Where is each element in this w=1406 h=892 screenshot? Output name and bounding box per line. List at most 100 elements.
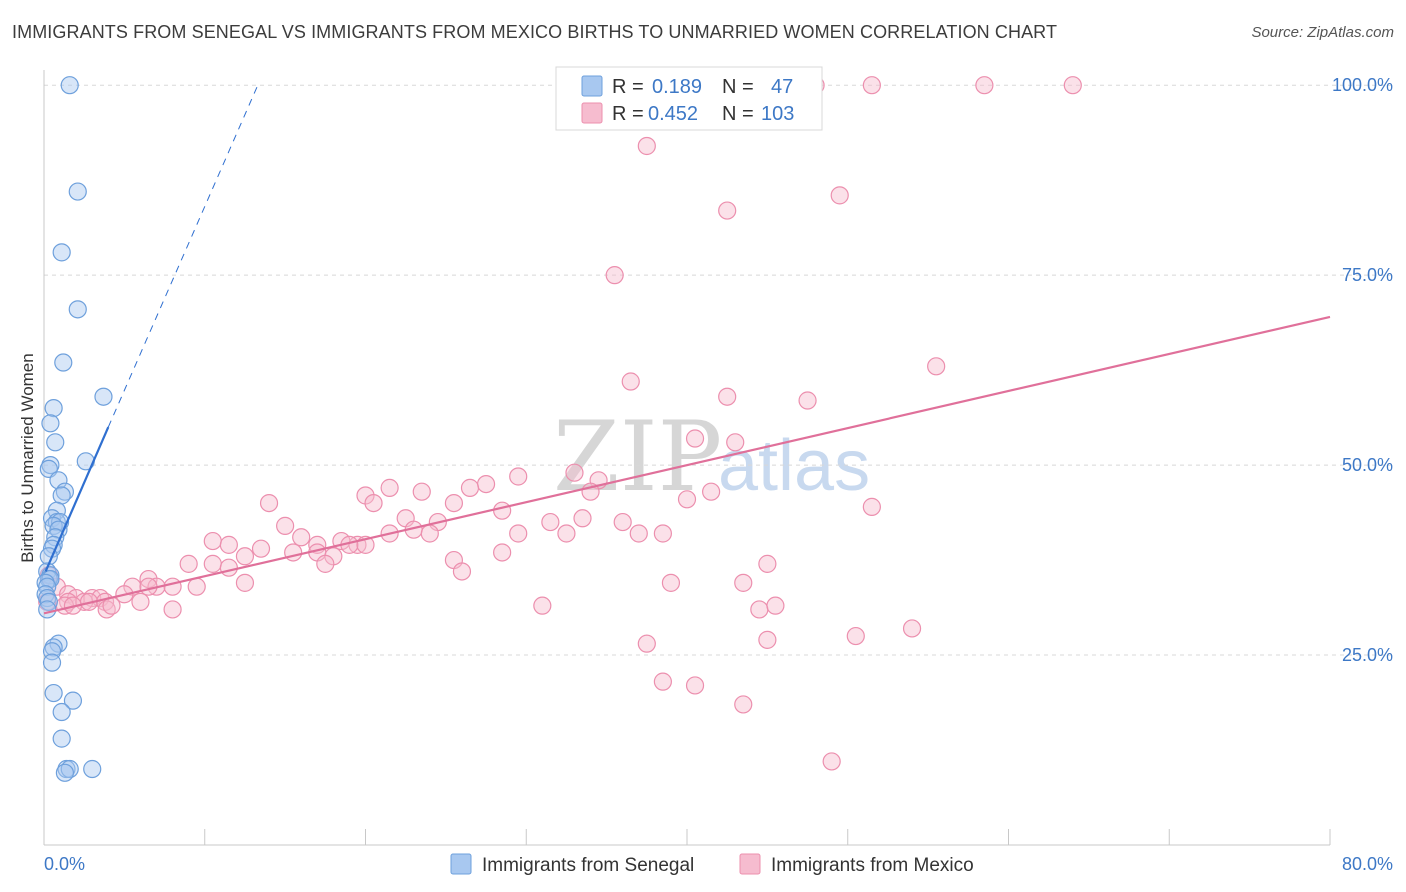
mexico-point [284, 543, 303, 562]
source-label: Source: ZipAtlas.com [1251, 24, 1394, 41]
mexico-point [444, 493, 464, 513]
mexico-point [846, 626, 865, 646]
mexico-point [734, 695, 753, 714]
mexico-point [187, 577, 206, 596]
series-legend: Immigrants from Senegal Immigrants from … [450, 853, 974, 876]
senegal-point [68, 300, 87, 319]
mexico-point [702, 482, 721, 501]
trend-lines [43, 84, 1331, 615]
legend-mexico-label: Immigrants from Mexico [771, 855, 974, 876]
senegal-r-label: R = [612, 76, 644, 98]
senegal-point [54, 353, 73, 372]
mexico-point [621, 372, 640, 391]
y-tick-label: 50.0% [1342, 455, 1393, 475]
mexico-point [251, 539, 271, 558]
senegal-n-value: 47 [771, 76, 793, 98]
mexico-trend-line [43, 315, 1331, 615]
gridlines [44, 84, 1392, 656]
mexico-point [975, 76, 994, 95]
mexico-point [163, 600, 182, 619]
mexico-point [798, 391, 817, 410]
senegal-point [55, 763, 74, 782]
x-tick-label-min: 0.0% [44, 854, 85, 874]
mexico-point [573, 509, 592, 528]
mexico-point [637, 136, 656, 156]
mexico-point [758, 554, 777, 573]
mexico-r-label: R = [612, 103, 644, 125]
senegal-point [83, 759, 102, 779]
mexico-point [235, 547, 255, 566]
mexico-point [476, 474, 496, 494]
senegal-point [42, 653, 62, 672]
mexico-point [276, 516, 295, 535]
senegal-point [44, 399, 63, 418]
mexico-point [452, 562, 472, 581]
senegal-point [52, 729, 71, 748]
senegal-trend-extension [107, 84, 259, 428]
mexico-point [718, 387, 737, 406]
mexico-point [420, 524, 439, 543]
mexico-point [139, 577, 158, 596]
mexico-point [862, 497, 881, 516]
mexico-point [259, 493, 279, 513]
y-tick-label: 25.0% [1342, 645, 1393, 665]
senegal-swatch [581, 75, 603, 97]
mexico-point [653, 524, 672, 543]
senegal-point [68, 182, 87, 201]
senegal-point [60, 76, 79, 95]
mexico-point [292, 528, 311, 547]
mexico-point [766, 596, 785, 615]
senegal-trend-line [44, 426, 110, 572]
mexico-n-value: 103 [761, 103, 794, 125]
mexico-point [460, 478, 480, 497]
mexico-point [613, 512, 632, 532]
mexico-swatch [581, 102, 603, 124]
stats-legend: R = 0.189 N = 47 R = 0.452 N = 103 [555, 66, 823, 131]
mexico-point [565, 463, 584, 482]
mexico-point [605, 266, 624, 285]
mexico-point [557, 524, 576, 543]
mexico-point [750, 600, 769, 619]
senegal-point [52, 243, 71, 262]
mexico-point [902, 619, 922, 638]
mexico-point [758, 630, 777, 649]
mexico-points [38, 76, 1082, 771]
senegal-point [52, 486, 71, 505]
legend-mexico-swatch [739, 853, 761, 875]
mexico-point [685, 676, 705, 695]
senegal-point [41, 414, 60, 433]
senegal-point [94, 387, 113, 406]
senegal-point [49, 471, 68, 490]
legend-senegal-swatch [450, 853, 472, 875]
watermark-zip: ZIP [553, 401, 722, 513]
x-tick-label-max: 80.0% [1342, 854, 1393, 874]
mexico-point [830, 186, 849, 205]
mexico-point [364, 493, 383, 513]
senegal-points [36, 76, 113, 782]
mexico-point [179, 554, 198, 573]
mexico-point [493, 501, 512, 520]
mexico-point [734, 573, 753, 592]
mexico-point [677, 490, 697, 509]
mexico-point [541, 512, 560, 532]
senegal-r-value: 0.189 [652, 76, 702, 98]
mexico-point [219, 535, 238, 554]
mexico-point [493, 543, 512, 562]
mexico-point [235, 573, 255, 592]
mexico-n-label: N = [722, 103, 754, 125]
senegal-point [38, 600, 57, 619]
mexico-point [509, 467, 528, 486]
y-axis-label: Births to Unmarried Women [18, 353, 37, 562]
mexico-point [685, 429, 705, 448]
mexico-point [661, 573, 681, 592]
mexico-point [533, 596, 552, 615]
mexico-point [1063, 76, 1082, 95]
y-tick-label: 100.0% [1332, 75, 1393, 95]
senegal-n-label: N = [722, 76, 754, 98]
x-ticks [204, 829, 1331, 845]
mexico-point [219, 558, 238, 577]
mexico-point [163, 577, 182, 596]
y-tick-label: 75.0% [1342, 265, 1393, 285]
senegal-point [44, 683, 63, 703]
senegal-point [46, 433, 65, 452]
